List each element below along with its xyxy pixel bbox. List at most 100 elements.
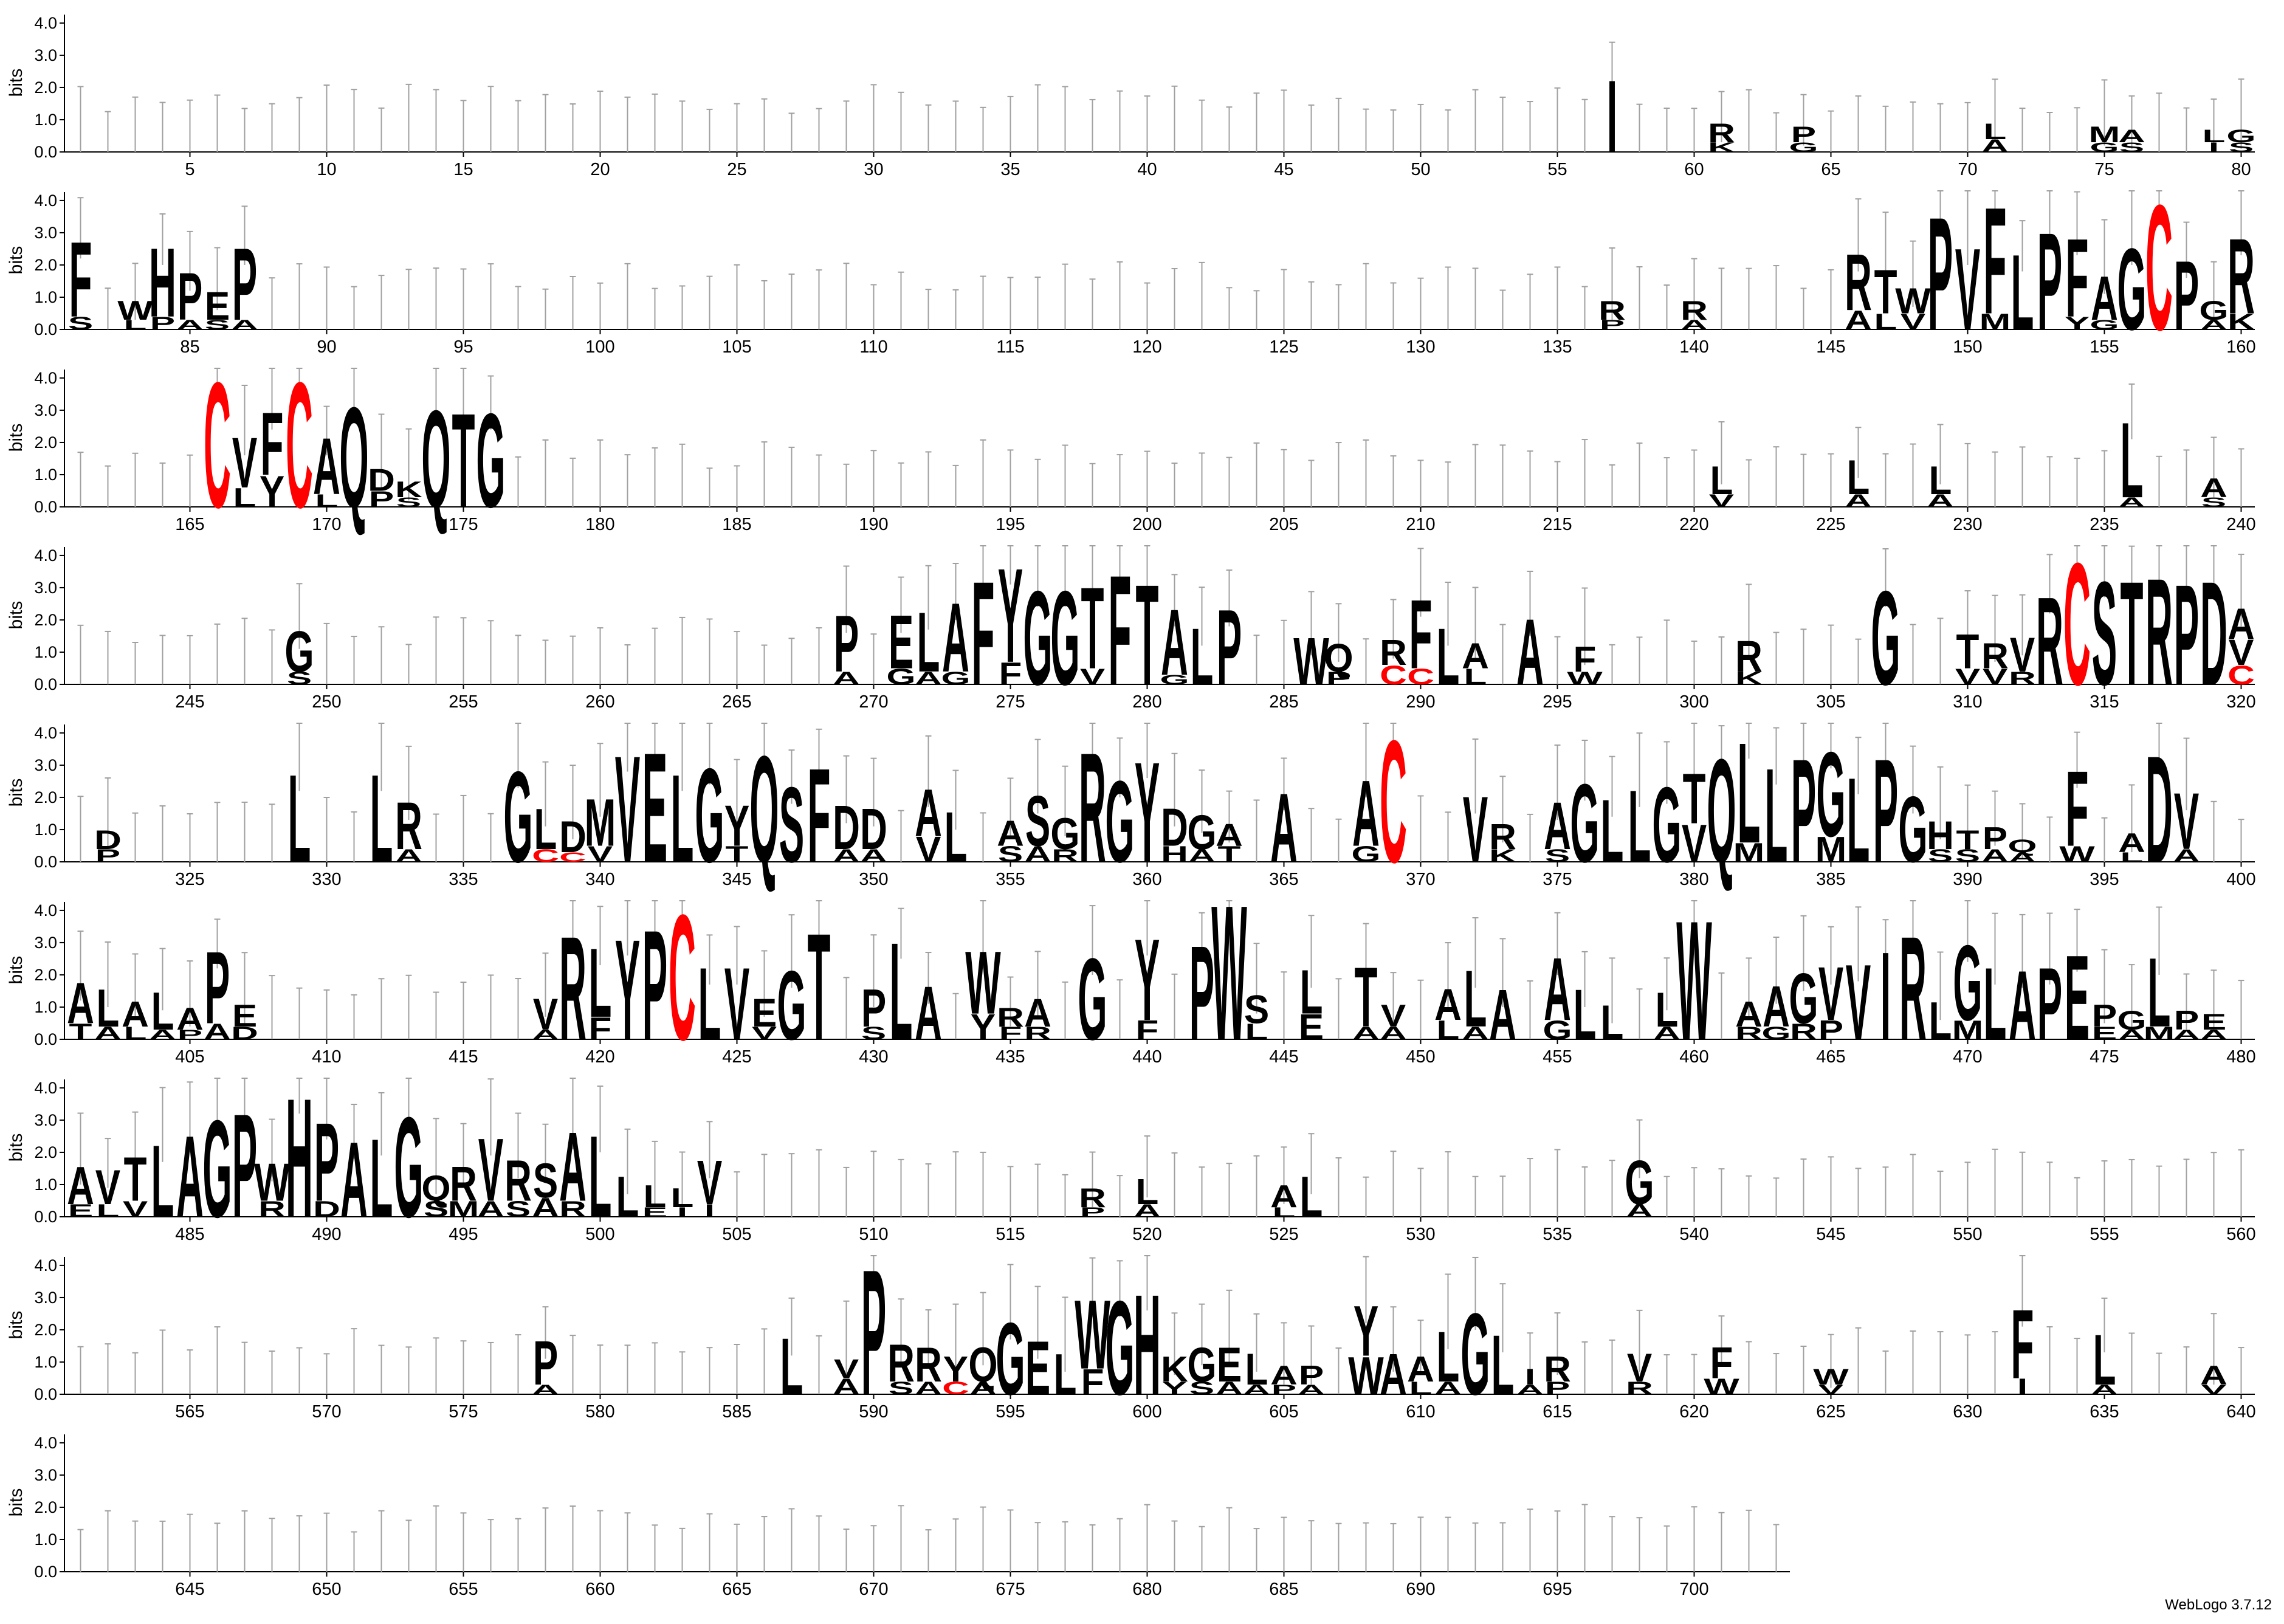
logo-letter: F	[972, 550, 995, 716]
logo-letter: P	[861, 1233, 886, 1433]
logo-letter: L	[370, 749, 393, 889]
x-tick-label: 80	[2231, 160, 2251, 179]
logo-letter: L	[1984, 948, 2007, 1062]
logo-letter: K	[395, 477, 422, 502]
x-tick-label: 390	[1953, 870, 1982, 889]
logo-letter: V	[1846, 943, 1871, 1063]
x-tick-label: 555	[2090, 1225, 2119, 1244]
x-tick-label: 540	[1679, 1225, 1708, 1244]
y-tick-label: 1.0	[34, 288, 57, 306]
logo-letter: A	[340, 1120, 368, 1240]
logo-letter: L	[1738, 713, 1761, 873]
logo-letter: G	[1187, 805, 1216, 860]
x-tick-label: 100	[585, 337, 614, 357]
logo-letter: R	[2145, 546, 2173, 717]
logo-letter: A	[1270, 772, 1298, 883]
logo-letter: A	[1735, 994, 1763, 1034]
logo-letter: P	[2037, 948, 2062, 1062]
x-tick-label: 415	[449, 1047, 478, 1067]
logo-letter: P	[1299, 1361, 1324, 1391]
logo-letter: L	[1191, 611, 1214, 702]
logo-letter: W	[254, 1153, 290, 1213]
logo-letter: R	[915, 1338, 942, 1392]
x-tick-label: 25	[727, 160, 746, 179]
y-tick-label: 3.0	[34, 1466, 57, 1484]
x-tick-label: 465	[1816, 1047, 1845, 1067]
x-tick-label: 570	[312, 1402, 341, 1422]
x-tick-label: 685	[1269, 1580, 1298, 1599]
x-tick-label: 125	[1269, 337, 1298, 357]
logo-letter: L	[1929, 991, 1952, 1051]
logo-letter: V	[724, 948, 749, 1062]
x-tick-label: 550	[1953, 1225, 1982, 1244]
x-tick-label: 665	[722, 1580, 751, 1599]
logo-letter: A	[1161, 590, 1188, 695]
x-tick-label: 355	[996, 870, 1025, 889]
logo-letter: L	[1601, 996, 1624, 1050]
logo-letter: D	[860, 797, 887, 862]
x-tick-label: 55	[1547, 160, 1567, 179]
x-tick-label: 580	[585, 1402, 614, 1422]
logo-letter: P	[232, 1082, 257, 1248]
logo-letter: A	[1380, 1343, 1407, 1408]
logo-letter: P	[1983, 821, 2007, 856]
logo-letter: L	[1656, 983, 1679, 1037]
logo-letter: G	[284, 619, 314, 684]
y-tick-label: 0.0	[34, 1563, 57, 1581]
logo-letter: F	[1984, 176, 2007, 346]
x-tick-label: 205	[1269, 515, 1298, 534]
x-tick-label: 480	[2226, 1047, 2255, 1067]
x-tick-label: 105	[722, 337, 751, 357]
logo-letter: S	[1025, 781, 1050, 861]
y-tick-label: 2.0	[34, 1498, 57, 1516]
logo-letter: E	[889, 600, 913, 684]
logo-letter: G	[503, 746, 532, 890]
logo-letter: P	[642, 897, 667, 1073]
logo-letter: C	[2145, 168, 2173, 368]
logo-letter: V	[1627, 1345, 1653, 1390]
y-tick-label: 2.0	[34, 1321, 57, 1339]
logo-letter: T	[1874, 257, 1897, 327]
x-tick-label: 10	[317, 160, 336, 179]
x-tick-label: 495	[449, 1225, 478, 1244]
x-tick-label: 110	[859, 337, 887, 357]
logo-letter: F	[69, 220, 92, 340]
logo-letter: A	[1216, 817, 1243, 853]
x-tick-label: 505	[722, 1225, 751, 1244]
y-tick-label: 4.0	[34, 191, 57, 210]
y-tick-label: 0.0	[34, 1030, 57, 1048]
x-tick-label: 645	[175, 1580, 204, 1599]
logo-letter: G	[202, 1092, 232, 1247]
y-tick-label: 3.0	[34, 46, 57, 64]
logo-letter: F	[808, 741, 831, 890]
x-tick-label: 435	[996, 1047, 1025, 1067]
logo-letter: A	[1516, 599, 1544, 704]
y-axis-label: bits	[6, 779, 26, 807]
logo-letter: H	[1133, 1265, 1161, 1425]
x-tick-label: 115	[996, 337, 1024, 357]
logo-letter: R	[1899, 905, 1927, 1071]
x-tick-label: 185	[722, 515, 751, 534]
logo-letter: L	[1847, 450, 1870, 505]
logo-letter: L	[944, 797, 968, 877]
logo-letter: G	[1460, 1290, 1490, 1420]
logo-letter: G	[1078, 935, 1107, 1065]
logo-letter: W	[1211, 865, 1247, 1081]
x-tick-label: 330	[312, 870, 341, 889]
logo-letter: P	[1189, 918, 1214, 1068]
logo-letter: Q	[339, 377, 368, 538]
x-tick-label: 585	[722, 1402, 751, 1422]
x-tick-label: 490	[312, 1225, 341, 1244]
logo-letter: A	[1434, 980, 1462, 1030]
logo-letter: G	[1625, 1148, 1654, 1218]
logo-letter: L	[1464, 953, 1487, 1044]
logo-letter: A	[67, 971, 94, 1036]
x-tick-label: 210	[1406, 515, 1435, 534]
y-axis-label: bits	[6, 424, 26, 452]
logo-letter: V	[615, 724, 640, 894]
x-tick-label: 525	[1269, 1225, 1298, 1244]
logo-letter: R	[1544, 1349, 1571, 1389]
logo-letter: Y	[943, 1349, 968, 1389]
